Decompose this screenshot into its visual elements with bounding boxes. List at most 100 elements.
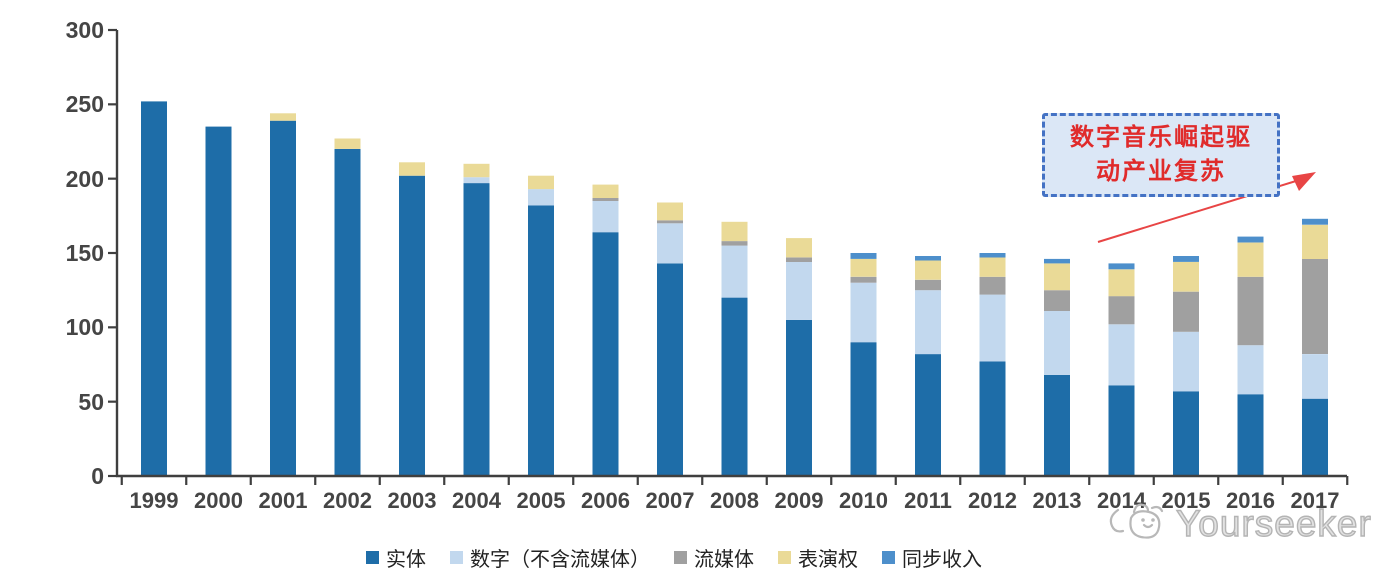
bar-segment-2001 bbox=[270, 113, 296, 121]
bar-segment-2013 bbox=[1044, 311, 1070, 375]
y-axis-label-250: 250 bbox=[65, 91, 104, 118]
bar-segment-2004 bbox=[463, 177, 490, 184]
bar-segment-2008 bbox=[721, 245, 748, 298]
bar-segment-2007 bbox=[657, 202, 683, 221]
bar-segment-2015 bbox=[1173, 291, 1199, 332]
bar-segment-2014 bbox=[1108, 269, 1135, 297]
x-axis-label-2010: 2010 bbox=[839, 488, 888, 513]
legend-label: 数字（不含流媒体） bbox=[470, 549, 650, 571]
bar-segment-2017 bbox=[1302, 218, 1328, 225]
bar-segment-2010 bbox=[850, 276, 877, 283]
bar-segment-2017 bbox=[1302, 224, 1328, 259]
bar-segment-2010 bbox=[850, 342, 877, 476]
bar-segment-2012 bbox=[979, 276, 1006, 295]
watermark: Yourseeker bbox=[1104, 496, 1372, 552]
bar-segment-2015 bbox=[1173, 261, 1199, 292]
x-axis-label-2006: 2006 bbox=[581, 488, 630, 513]
x-axis-label-2016: 2016 bbox=[1226, 488, 1275, 513]
legend-label: 实体 bbox=[386, 549, 426, 571]
legend-item: 表演权 bbox=[778, 543, 858, 572]
bar-segment-2016 bbox=[1237, 394, 1264, 476]
bar-segment-2009 bbox=[786, 238, 812, 258]
bar-segment-2009 bbox=[786, 257, 812, 262]
bar-segment-2013 bbox=[1044, 374, 1070, 476]
legend-label: 同步收入 bbox=[902, 549, 982, 571]
bar-segment-2015 bbox=[1173, 391, 1199, 476]
legend-swatch-icon bbox=[674, 551, 687, 564]
y-axis-label-150: 150 bbox=[65, 240, 104, 266]
bar-segment-2013 bbox=[1044, 290, 1070, 311]
bar-segment-2016 bbox=[1237, 236, 1264, 243]
bar-segment-2004 bbox=[463, 183, 490, 476]
bar-segment-2014 bbox=[1108, 296, 1135, 325]
legend-item: 实体 bbox=[366, 543, 426, 572]
bar-segment-2005 bbox=[528, 205, 554, 476]
x-axis-label-1999: 1999 bbox=[129, 488, 179, 513]
legend-label: 流媒体 bbox=[694, 549, 754, 571]
bar-segment-2000 bbox=[205, 126, 232, 476]
annotation-line2: 动产业复苏 bbox=[1096, 158, 1226, 185]
legend-swatch-icon bbox=[366, 551, 379, 564]
bar-segment-2016 bbox=[1237, 242, 1264, 277]
bar-segment-2001 bbox=[270, 120, 296, 476]
bar-segment-2014 bbox=[1108, 324, 1135, 386]
bar-segment-2011 bbox=[915, 256, 941, 261]
bar-segment-2011 bbox=[915, 290, 941, 355]
bar-segment-2008 bbox=[721, 297, 748, 476]
bar-segment-2006 bbox=[592, 201, 619, 233]
bar-segment-2014 bbox=[1108, 263, 1135, 270]
watermark-text: Yourseeker bbox=[1175, 502, 1372, 544]
legend-item: 同步收入 bbox=[882, 543, 982, 572]
y-axis-label-100: 100 bbox=[65, 314, 104, 341]
y-axis-label-200: 200 bbox=[65, 165, 104, 192]
bar-segment-2017 bbox=[1302, 258, 1328, 354]
bar-segment-2009 bbox=[786, 261, 812, 320]
y-axis-label-0: 0 bbox=[91, 463, 104, 489]
bar-segment-2005 bbox=[528, 189, 554, 206]
bar-segment-2015 bbox=[1173, 256, 1199, 262]
bar-segment-2008 bbox=[721, 241, 748, 246]
legend-swatch-icon bbox=[778, 551, 791, 564]
bar-segment-2016 bbox=[1237, 276, 1264, 346]
bar-segment-2006 bbox=[592, 198, 619, 201]
legend-item: 流媒体 bbox=[674, 543, 754, 572]
bar-segment-2004 bbox=[463, 163, 490, 178]
x-axis-label-2014: 2014 bbox=[1097, 488, 1146, 513]
x-axis-label-2005: 2005 bbox=[516, 488, 566, 513]
bar-segment-2008 bbox=[721, 221, 748, 242]
y-axis-label-300: 300 bbox=[65, 17, 104, 43]
annotation-line1: 数字音乐崛起驱 bbox=[1070, 124, 1252, 151]
x-axis-label-2002: 2002 bbox=[323, 488, 372, 513]
legend-swatch-icon bbox=[882, 551, 895, 564]
bar-segment-2016 bbox=[1237, 345, 1264, 395]
x-axis-label-2001: 2001 bbox=[258, 488, 308, 513]
bar-segment-2017 bbox=[1302, 398, 1328, 476]
bar-segment-2011 bbox=[915, 354, 941, 476]
bar-segment-2013 bbox=[1044, 258, 1070, 264]
bar-segment-2010 bbox=[850, 282, 877, 343]
bar-segment-2010 bbox=[850, 253, 877, 259]
bar-segment-2007 bbox=[657, 263, 683, 476]
x-axis-label-2007: 2007 bbox=[645, 488, 695, 513]
x-axis-label-2008: 2008 bbox=[710, 488, 759, 513]
x-axis-label-2004: 2004 bbox=[452, 488, 501, 513]
bar-segment-1999 bbox=[141, 101, 167, 477]
bar-segment-2006 bbox=[592, 184, 619, 198]
x-axis-label-2000: 2000 bbox=[194, 488, 243, 513]
x-axis-label-2009: 2009 bbox=[774, 488, 824, 513]
x-axis-label-2013: 2013 bbox=[1032, 488, 1082, 513]
bar-segment-2002 bbox=[334, 148, 361, 476]
bar-segment-2015 bbox=[1173, 331, 1199, 392]
bar-segment-2002 bbox=[334, 138, 361, 149]
bar-segment-2012 bbox=[979, 361, 1006, 476]
bar-segment-2003 bbox=[399, 175, 425, 476]
x-axis-label-2015: 2015 bbox=[1161, 488, 1211, 513]
bar-segment-2013 bbox=[1044, 263, 1070, 291]
annotation-arrow-head bbox=[1292, 172, 1316, 191]
yourseeker-logo-icon bbox=[1109, 503, 1164, 539]
bar-segment-2014 bbox=[1108, 385, 1135, 476]
bar-segment-2011 bbox=[915, 260, 941, 280]
x-axis-label-2011: 2011 bbox=[904, 488, 952, 513]
legend-item: 数字（不含流媒体） bbox=[450, 543, 650, 572]
